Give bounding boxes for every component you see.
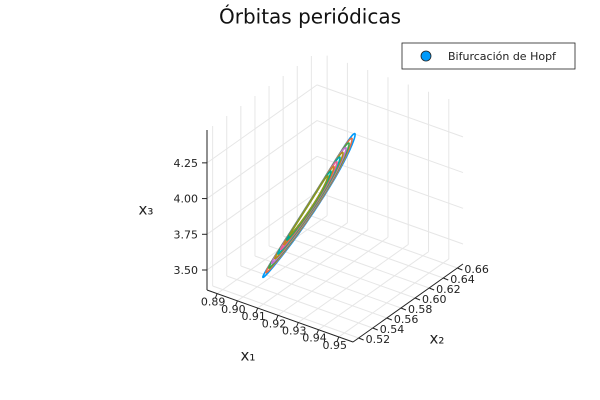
- axis-layer: [206, 130, 464, 343]
- y-tick-mark: [443, 277, 449, 281]
- grid-line: [277, 236, 389, 316]
- x-axis-label: x₁: [241, 347, 256, 365]
- y-tick-mark: [358, 337, 364, 341]
- grid-line: [226, 275, 373, 329]
- x-tick-label: 0.93: [282, 325, 307, 338]
- grid-line: [338, 258, 450, 338]
- y-tick-label: 0.60: [422, 293, 447, 306]
- y-tick-label: 0.58: [408, 303, 433, 316]
- x-tick-label: 0.94: [302, 332, 327, 345]
- z-tick-label: 3.50: [174, 264, 199, 277]
- legend-marker-icon: [420, 50, 432, 62]
- x-tick-mark: [336, 336, 340, 343]
- y-tick-label: 0.54: [380, 323, 405, 336]
- y-tick-mark: [428, 287, 435, 291]
- legend-label: Bifurcación de Hopf: [448, 50, 557, 63]
- y-axis-line: [352, 263, 464, 343]
- grid-line: [297, 244, 409, 323]
- z-tick-label: 4.25: [174, 157, 199, 170]
- grid-line: [216, 215, 328, 295]
- y-tick-label: 0.56: [394, 313, 419, 326]
- x-tick-mark: [234, 300, 238, 307]
- grid-line: [206, 84, 318, 164]
- grid-line: [212, 285, 359, 339]
- x-tick-label: 0.89: [201, 296, 226, 309]
- z-tick-label: 3.75: [174, 228, 199, 241]
- x-tick-mark: [316, 329, 319, 335]
- x-tick-mark: [275, 315, 279, 321]
- y-tick-label: 0.64: [450, 273, 475, 286]
- y-tick-mark: [400, 307, 407, 311]
- legend: Bifurcación de Hopf: [401, 42, 576, 70]
- grid-line: [316, 191, 464, 245]
- orbit-line: [288, 174, 329, 237]
- grid-line: [297, 225, 444, 279]
- x-tick-label: 0.90: [221, 303, 246, 316]
- x-tick-label: 0.91: [241, 310, 266, 323]
- y-tick-mark: [457, 267, 463, 271]
- grid-line: [254, 255, 402, 309]
- x-tick-mark: [295, 322, 299, 328]
- orbit-layer: [262, 132, 356, 279]
- grid-line: [316, 84, 464, 138]
- y-axis-label: x₂: [430, 330, 445, 348]
- grid-line: [282, 235, 430, 289]
- y-tick-mark: [414, 297, 421, 301]
- z-tick-label: 4.00: [174, 193, 199, 206]
- x-tick-label: 0.95: [323, 339, 348, 352]
- grid-line: [206, 120, 318, 199]
- grid-line: [318, 251, 429, 331]
- grid-line: [268, 245, 416, 299]
- grid-line: [237, 222, 348, 302]
- tick-layer: 0.890.900.910.920.930.940.95 0.520.540.56…: [174, 157, 489, 352]
- x-tick-mark: [255, 307, 259, 314]
- y-tick-mark: [386, 317, 393, 321]
- y-tick-label: 0.62: [436, 283, 461, 296]
- x-tick-label: 0.92: [262, 317, 287, 330]
- x-tick-mark: [214, 293, 218, 299]
- y-tick-label: 0.52: [366, 333, 391, 346]
- x-axis-line: [206, 289, 354, 343]
- grid-line: [311, 215, 458, 269]
- grid-line: [316, 120, 464, 174]
- grid-line: [257, 229, 368, 309]
- chart-title: Órbitas periódicas: [219, 5, 401, 29]
- y-tick-label: 0.66: [464, 263, 489, 276]
- grid-line: [206, 191, 318, 271]
- y-tick-mark: [372, 327, 378, 331]
- grid-layer: [206, 55, 464, 339]
- z-axis-label: x₃: [139, 201, 154, 219]
- grid-line: [240, 265, 388, 319]
- grid-line: [206, 155, 318, 235]
